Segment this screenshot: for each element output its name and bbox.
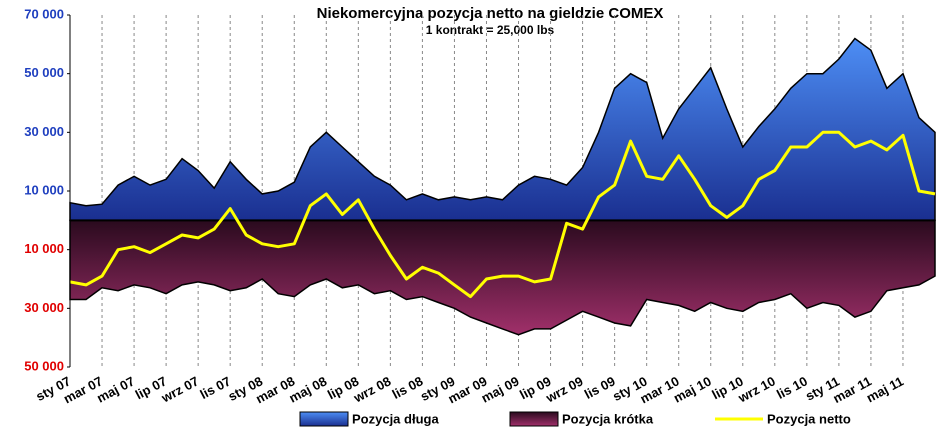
y-tick-label: 30 000 <box>24 300 64 315</box>
x-tick-label: maj 07 <box>94 373 137 405</box>
y-tick-label: 70 000 <box>24 6 64 21</box>
legend-item: Pozycja długa <box>299 411 439 427</box>
chart-subtitle: 1 kontrakt = 25,000 lbs <box>426 23 555 37</box>
legend-label: Pozycja netto <box>767 411 851 426</box>
legend-item: Pozycja krótka <box>509 411 654 427</box>
y-tick-label: 10 000 <box>24 241 64 256</box>
x-tick-label: lis 10 <box>774 373 810 402</box>
x-tick-label: lis 09 <box>582 373 618 402</box>
area <box>69 37 936 222</box>
y-tick-label: 50 000 <box>24 65 64 80</box>
x-tick-label: maj 09 <box>479 373 522 405</box>
line <box>69 130 936 299</box>
x-tick-label: lis 08 <box>390 373 426 402</box>
legend-label: Pozycja krótka <box>562 411 654 426</box>
x-tick-label: maj 10 <box>671 373 714 405</box>
y-tick-label: 50 000 <box>24 358 64 373</box>
legend-item: Pozycja netto <box>715 411 851 426</box>
legend-swatch <box>299 411 349 427</box>
y-tick-label: 10 000 <box>24 182 64 197</box>
legend-label: Pozycja długa <box>352 411 439 426</box>
x-tick-label: maj 11 <box>864 373 906 405</box>
x-tick-label: maj 08 <box>287 373 330 405</box>
legend-swatch <box>509 411 559 427</box>
x-tick-label: lis 07 <box>197 373 233 402</box>
y-tick-label: 30 000 <box>24 124 64 139</box>
chart-title: Niekomercyjna pozycja netto na gieldzie … <box>317 5 664 22</box>
